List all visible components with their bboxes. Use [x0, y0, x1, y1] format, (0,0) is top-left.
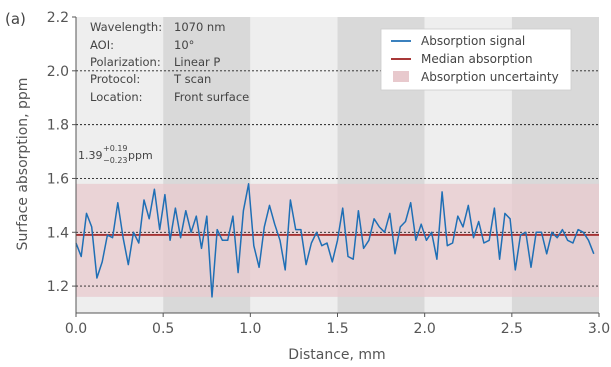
info-value-location: Front surface [174, 90, 249, 104]
median-annotation: 1.39 +0.19 −0.23 ppm [78, 144, 153, 165]
x-tick-label: 1.5 [326, 321, 348, 337]
gridlines [76, 70, 599, 287]
info-key-protocol: Protocol: [90, 72, 140, 86]
legend-uncertainty-swatch [393, 71, 409, 82]
legend-uncertainty-label: Absorption uncertainty [421, 70, 559, 84]
absorption-signal-line [75, 183, 595, 298]
annotation-unit: ppm [128, 149, 153, 162]
y-tick-labels: 1.2 1.4 1.6 1.8 2.0 2.2 [47, 10, 76, 295]
annotation-minus: −0.23 [103, 156, 128, 165]
info-box: Wavelength: 1070 nm AOI: 10° Polarizatio… [90, 20, 249, 104]
y-tick-label: 2.0 [47, 64, 69, 80]
y-tick-label: 1.8 [47, 118, 69, 134]
x-tick-label: 1.0 [239, 321, 261, 337]
info-key-polarization: Polarization: [90, 55, 161, 69]
x-tick-label: 0.0 [65, 321, 87, 337]
info-value-polarization: Linear P [174, 55, 220, 69]
x-tick-label: 3.0 [588, 321, 610, 337]
y-tick-label: 1.6 [47, 171, 69, 187]
panel-label: (a) [5, 10, 26, 28]
info-value-wavelength: 1070 nm [174, 20, 225, 34]
y-tick-label: 1.4 [47, 225, 69, 241]
y-axis-label: Surface absorption, ppm [15, 78, 31, 251]
info-value-protocol: T scan [173, 72, 211, 86]
annotation-plus: +0.19 [103, 144, 128, 153]
annotation-value: 1.39 [78, 149, 103, 162]
info-key-location: Location: [90, 90, 143, 104]
legend: Absorption signal Median absorption Abso… [380, 28, 572, 91]
info-key-wavelength: Wavelength: [90, 20, 162, 34]
info-value-aoi: 10° [174, 38, 194, 52]
x-axis-label: Distance, mm [288, 347, 385, 363]
x-tick-label: 2.0 [414, 321, 436, 337]
legend-box [380, 28, 572, 91]
x-tick-label: 2.5 [501, 321, 523, 337]
y-tick-label: 2.2 [47, 10, 69, 26]
info-key-aoi: AOI: [90, 38, 114, 52]
x-tick-label: 0.5 [152, 321, 174, 337]
y-tick-label: 1.2 [47, 279, 69, 295]
x-tick-labels: 0.0 0.5 1.0 1.5 2.0 2.5 3.0 [65, 313, 610, 337]
legend-median-label: Median absorption [421, 52, 533, 66]
legend-signal-label: Absorption signal [421, 34, 525, 48]
